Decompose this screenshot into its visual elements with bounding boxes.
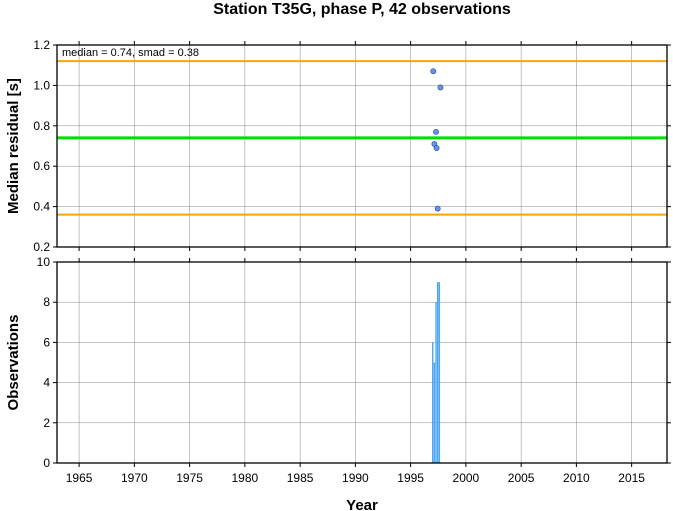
residual-plot-frame [56,44,668,248]
data-point [430,68,437,75]
histogram-bar [433,362,436,463]
residual-y-tick-label: 0.8 [33,119,50,133]
histogram-bar [438,282,441,463]
x-tick-label: 1970 [121,471,148,485]
x-tick-label: 2010 [563,471,590,485]
observations-panel: 1965 1970 1975 1980 1985 1990 1995 2000 2005 2010… [5,255,671,485]
observations-y-tick-label: 6 [43,335,50,349]
observations-y-axis-title: Observations [5,315,22,411]
x-tick-label: 1980 [232,471,259,485]
histogram-bar [432,342,434,463]
residual-y-tick-label: 0.4 [33,200,50,214]
residual-y-tick-label: 1.0 [33,78,50,92]
observations-y-tick-label: 4 [43,376,50,390]
residual-y-axis-title: Median residual [s] [5,78,22,214]
residual-y-tick-label: 1.2 [33,38,50,52]
data-point [433,145,440,151]
x-axis-title: Year [346,497,378,511]
x-tick-label: 1990 [342,471,369,485]
histogram-bar [436,282,439,463]
histogram-bar [435,302,437,463]
x-tick-label: 2015 [618,471,645,485]
data-point [433,128,439,135]
residual-y-tick-label: 0.6 [33,159,50,173]
x-tick-label: 1995 [397,471,424,485]
residual-y-tick-label: 0.2 [33,240,50,254]
stats-annotation: median = 0.74, smad = 0.38 [62,47,199,59]
residual-panel: 0.2 0.4 0.6 0.8 1.0 1.2 Median residual [s] med… [5,38,671,254]
x-tick-label: 2005 [508,471,535,485]
x-tick-label: 1965 [66,471,93,485]
chart-title: Station T35G, phase P, 42 observations [213,1,511,18]
data-point [437,84,444,91]
x-tick-label: 1985 [287,471,314,485]
x-tick-label: 2000 [453,471,480,485]
x-tick-label: 1975 [176,471,203,485]
observations-y-tick-label: 0 [43,456,50,470]
observations-plot-frame [56,261,668,464]
observations-y-tick-label: 10 [37,255,51,269]
observations-y-tick-label: 8 [43,295,50,309]
observations-y-tick-label: 2 [43,416,50,430]
data-point [434,205,441,212]
